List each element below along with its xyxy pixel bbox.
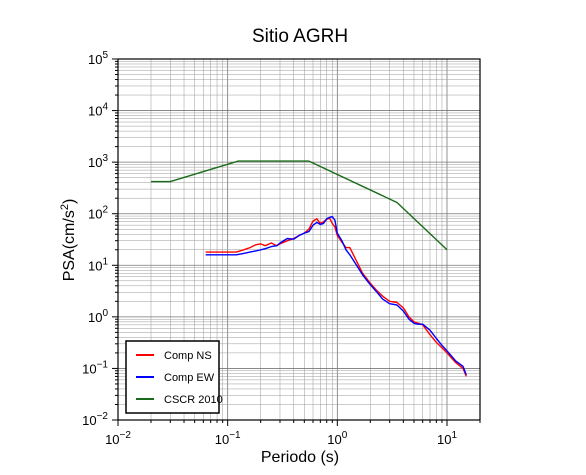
x-tick-label: 100 [327, 430, 347, 447]
y-axis-title-close: ) [61, 199, 78, 204]
y-tick-label: 100 [88, 308, 108, 325]
x-tick-label-exponent: −1 [229, 430, 241, 441]
chart-title: Sitio AGRH [252, 26, 348, 47]
series-line-comp-ew [205, 215, 467, 376]
x-tick-label: 10−2 [105, 430, 131, 447]
x-axis-title: Periodo (s) [261, 449, 339, 466]
y-axis-title-base: PSA(cm/s [61, 210, 78, 281]
x-tick-label-exponent: 0 [342, 430, 348, 441]
x-tick-label-exponent: −2 [120, 430, 132, 441]
legend-label-comp-ew: Comp EW [164, 372, 215, 384]
legend-label-cscr-2010: CSCR 2010 [164, 394, 223, 406]
y-axis-title-superscript: 2 [59, 204, 71, 210]
y-axis-title: PSA(cm/s2) [59, 199, 78, 282]
y-tick-label-base: 10 [88, 52, 102, 67]
y-tick-label: 105 [88, 50, 108, 67]
legend: Comp NS Comp EW CSCR 2010 [125, 340, 223, 414]
y-tick-label-base: 10 [82, 413, 96, 428]
y-tick-label-exponent: 4 [102, 102, 108, 113]
legend-label-comp-ns: Comp NS [164, 350, 212, 362]
y-tick-label-base: 10 [82, 361, 96, 376]
y-tick-label-base: 10 [88, 207, 102, 222]
x-tick-label-base: 10 [327, 432, 341, 447]
x-tick-label-base: 10 [105, 432, 119, 447]
y-tick-label: 103 [88, 153, 108, 170]
y-tick-label-base: 10 [88, 258, 102, 273]
plot-border [117, 58, 481, 421]
y-tick-label-exponent: −1 [97, 359, 109, 370]
y-tick-label: 101 [88, 256, 108, 273]
y-tick-label-base: 10 [88, 155, 102, 170]
y-tick-label-exponent: −2 [97, 411, 109, 422]
y-tick-label-base: 10 [88, 310, 102, 325]
y-tick-label-base: 10 [88, 104, 102, 119]
plot-frame [117, 58, 481, 421]
y-tick-label-exponent: 3 [102, 153, 108, 164]
y-tick-label-exponent: 1 [102, 256, 108, 267]
y-tick-label: 102 [88, 205, 108, 222]
y-tick-label-exponent: 2 [102, 205, 108, 216]
y-tick-label: 10−1 [82, 359, 108, 376]
x-tick-label-base: 10 [437, 432, 451, 447]
y-tick-label-exponent: 0 [102, 308, 108, 319]
y-tick-label: 104 [88, 102, 108, 119]
x-tick-label-exponent: 1 [451, 430, 457, 441]
series-layer [151, 160, 467, 377]
y-tick-label: 10−2 [82, 411, 108, 428]
series-line-cscr-2010 [151, 160, 448, 251]
y-tick-label-exponent: 5 [102, 50, 108, 61]
x-tick-label-base: 10 [215, 432, 229, 447]
x-tick-label: 101 [437, 430, 457, 447]
x-tick-label: 10−1 [215, 430, 241, 447]
